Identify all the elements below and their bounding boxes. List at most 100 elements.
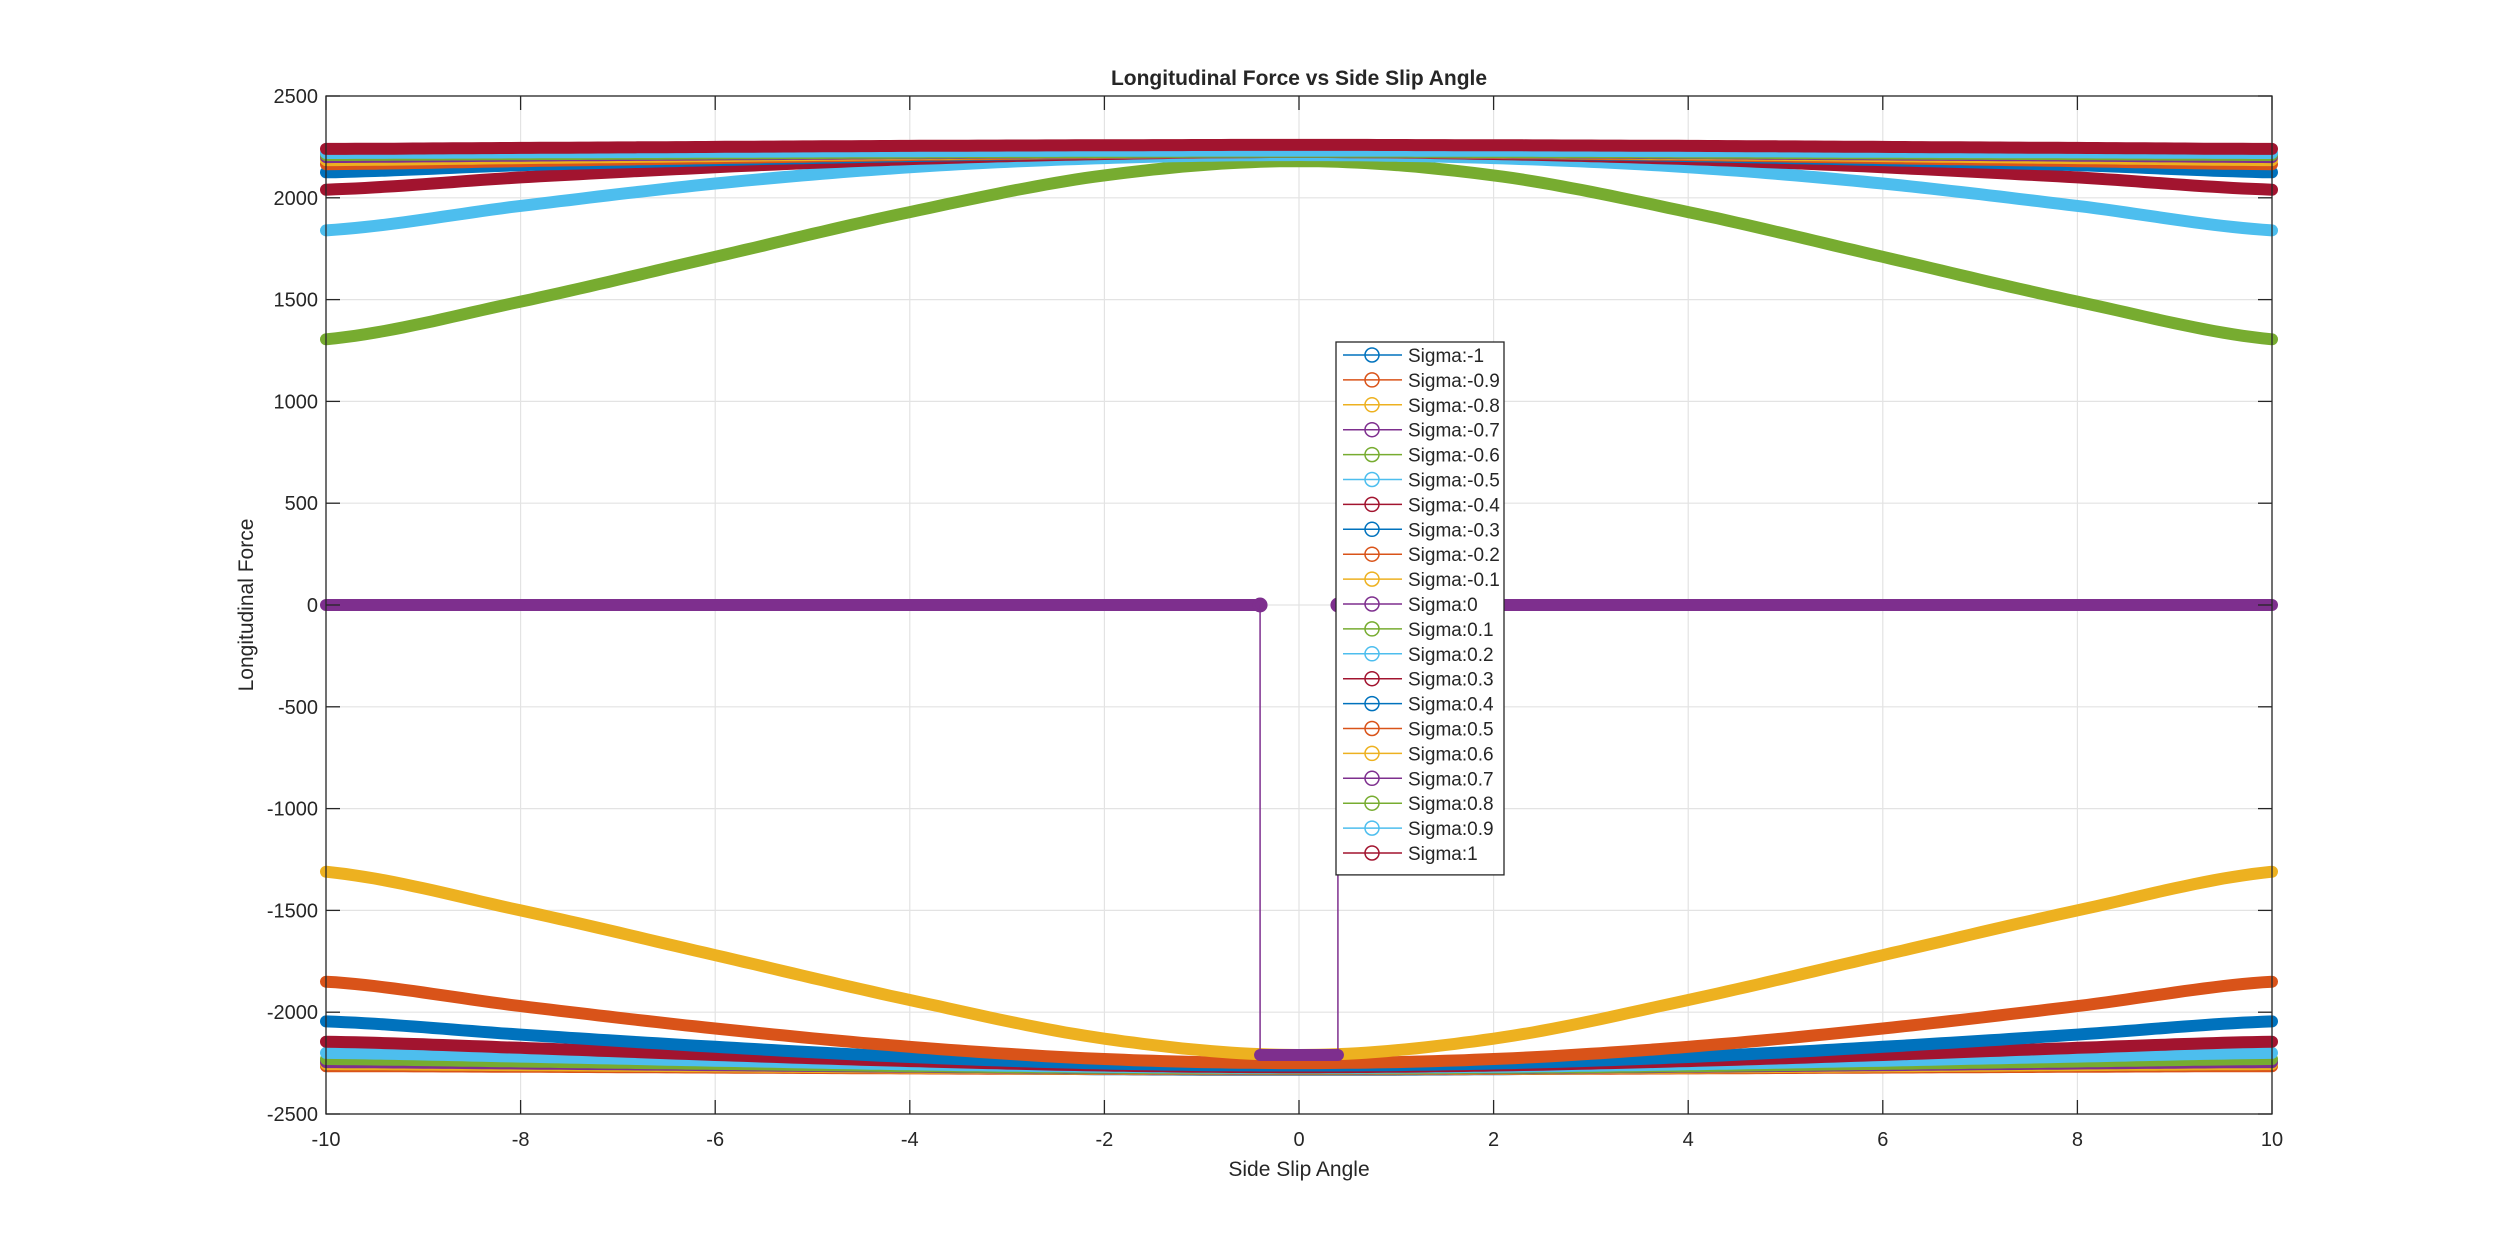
legend-marker: [1364, 820, 1380, 836]
legend-item: Sigma:-0.2: [1343, 545, 1500, 566]
legend-marker: [1364, 845, 1380, 861]
series-sigma0.1: [320, 155, 2278, 346]
legend-marker: [1364, 446, 1380, 463]
x-tick-label: -10: [312, 1129, 341, 1151]
legend-item: Sigma:0.7: [1343, 769, 1494, 790]
legend: Sigma:-1 Sigma:-0.9 Sigma:-0.8 Sigma:-0.7 Si…: [1335, 341, 1505, 876]
legend-label: Sigma:-0.1: [1408, 570, 1500, 591]
legend-item: Sigma:-0.8: [1343, 396, 1500, 417]
x-tick-label: 0: [1293, 1129, 1304, 1151]
legend-label: Sigma:0: [1408, 595, 1478, 616]
legend-label: Sigma:0.1: [1408, 620, 1494, 641]
legend-item: Sigma:0.5: [1343, 720, 1494, 741]
legend-label: Sigma:-0.4: [1408, 495, 1500, 516]
y-tick-label: -2500: [267, 1104, 318, 1126]
x-tick-label: 6: [1877, 1129, 1888, 1151]
legend-label: Sigma:0.8: [1408, 794, 1494, 815]
legend-marker: [1364, 372, 1380, 388]
legend-marker: [1364, 421, 1380, 438]
x-axis-label: Side Slip Angle: [1228, 1158, 1369, 1181]
legend-marker: [1364, 347, 1380, 363]
legend-item: Sigma:0.3: [1343, 670, 1494, 691]
legend-item: Sigma:1: [1343, 844, 1478, 865]
legend-label: Sigma:1: [1408, 844, 1478, 865]
y-tick-label: -1500: [267, 900, 318, 922]
y-tick-label: -1000: [267, 799, 318, 821]
chart-title: Longitudinal Force vs Side Slip Angle: [1111, 67, 1487, 90]
legend-item: Sigma:0.6: [1343, 744, 1494, 765]
legend-label: Sigma:0.2: [1408, 645, 1494, 666]
y-tick-label: -500: [278, 697, 318, 719]
legend-item: Sigma:-0.5: [1343, 471, 1500, 492]
legend-item: Sigma:0.8: [1343, 794, 1494, 815]
legend-item: Sigma:-0.3: [1343, 520, 1500, 541]
y-tick-label: -2000: [267, 1002, 318, 1024]
legend-marker: [1364, 571, 1380, 587]
legend-marker: [1364, 397, 1380, 413]
legend-label: Sigma:-0.8: [1408, 396, 1500, 417]
y-tick-label: 1000: [274, 391, 319, 413]
legend-item: Sigma:-1: [1343, 346, 1484, 367]
x-tick-label: -6: [706, 1129, 724, 1151]
legend-box: [1335, 341, 1505, 876]
y-axis-label: Longitudinal Force: [235, 519, 258, 692]
legend-marker: [1364, 795, 1380, 811]
series-marker: [1252, 597, 1268, 613]
y-tick-label: 1500: [274, 290, 319, 312]
x-tick-labels: -10 -8 -6 -4 -2 0 2 4 6 8 10: [312, 1129, 2284, 1151]
legend-label: Sigma:0.6: [1408, 744, 1494, 765]
legend-marker: [1364, 770, 1380, 787]
legend-item: Sigma:-0.9: [1343, 371, 1500, 392]
y-tick-label: 2000: [274, 188, 319, 210]
y-tick-label: 500: [285, 493, 318, 515]
x-tick-label: -2: [1096, 1129, 1114, 1151]
legend-item: Sigma:0: [1343, 595, 1478, 616]
series-sigma1: [320, 138, 2278, 155]
y-tick-label: 0: [307, 595, 318, 617]
legend-label: Sigma:-0.3: [1408, 520, 1500, 541]
series-line: [320, 155, 2278, 346]
legend-marker: [1364, 471, 1380, 488]
x-tick-label: 4: [1683, 1129, 1694, 1151]
legend-marker: [1364, 621, 1380, 637]
legend-label: Sigma:-0.9: [1408, 371, 1500, 392]
legend-label: Sigma:0.3: [1408, 670, 1494, 691]
x-tick-label: 10: [2261, 1129, 2283, 1151]
y-tick-labels: 2500 2000 1500 1000 500 0 -500 -1000 -1500 -2000 -…: [267, 86, 318, 1126]
legend-label: Sigma:0.9: [1408, 819, 1494, 840]
legend-marker: [1364, 496, 1380, 513]
legend-label: Sigma:0.4: [1408, 695, 1494, 716]
legend-marker: [1364, 670, 1380, 687]
legend-label: Sigma:-0.6: [1408, 446, 1500, 467]
legend-marker: [1364, 720, 1380, 737]
legend-item: Sigma:0.4: [1343, 695, 1494, 716]
legend-item: Sigma:0.9: [1343, 819, 1494, 840]
legend-label: Sigma:-0.7: [1408, 421, 1500, 442]
legend-label: Sigma:0.5: [1408, 720, 1494, 741]
legend-label: Sigma:-1: [1408, 346, 1484, 367]
legend-marker: [1364, 695, 1380, 712]
x-tick-label: -4: [901, 1129, 919, 1151]
legend-item: Sigma:-0.1: [1343, 570, 1500, 591]
legend-item: Sigma:-0.4: [1343, 495, 1500, 516]
legend-item: Sigma:-0.6: [1343, 446, 1500, 467]
series-line: [320, 975, 2278, 1070]
legend-label: Sigma:0.7: [1408, 769, 1494, 790]
legend-marker: [1364, 745, 1380, 762]
legend-item: Sigma:0.1: [1343, 620, 1494, 641]
legend-label: Sigma:-0.5: [1408, 471, 1500, 492]
x-tick-label: 8: [2072, 1129, 2083, 1151]
legend-marker: [1364, 521, 1380, 538]
series-sigma-0.2: [320, 975, 2278, 1070]
y-tick-label: 2500: [274, 86, 319, 108]
legend-marker: [1364, 596, 1380, 612]
series-line: [320, 138, 2278, 155]
legend-label: Sigma:-0.2: [1408, 545, 1500, 566]
legend-item: Sigma:0.2: [1343, 645, 1494, 666]
x-tick-label: 2: [1488, 1129, 1499, 1151]
x-tick-label: -8: [512, 1129, 530, 1151]
legend-item: Sigma:-0.7: [1343, 421, 1500, 442]
legend-marker: [1364, 646, 1380, 662]
plot-area: [320, 95, 2278, 1115]
